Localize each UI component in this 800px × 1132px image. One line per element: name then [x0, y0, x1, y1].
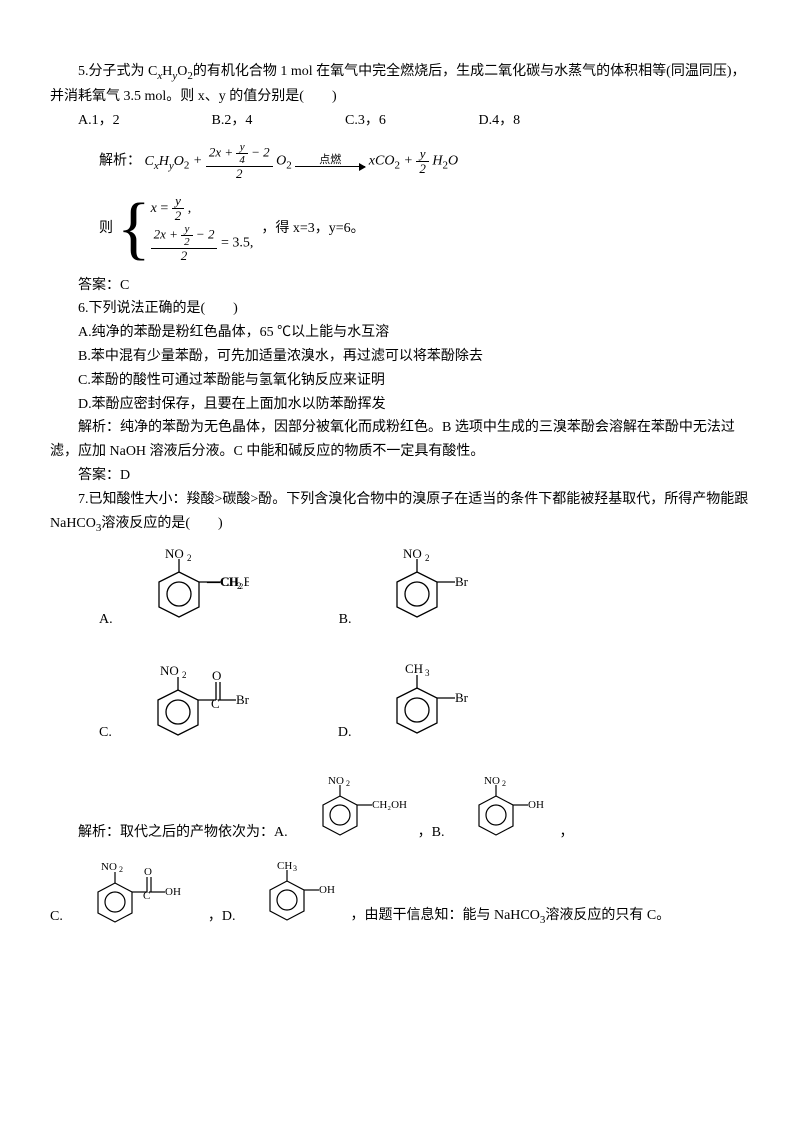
- ans-label: 答案：: [78, 278, 120, 293]
- svg-text:3: 3: [293, 864, 297, 873]
- svg-text:O: O: [144, 866, 152, 878]
- q6-answer: 答案：D: [50, 464, 750, 488]
- svg-text:2: 2: [187, 553, 192, 563]
- q5-equation: 解析： CxHyO2 + 2x + y4 − 22 O2 点燃 xCO2 + y…: [50, 141, 750, 181]
- svg-text:NO: NO: [484, 775, 500, 787]
- svg-text:CH₂OH: CH₂OH: [372, 799, 407, 811]
- q7-analysis-1: 解析：取代之后的产物依次为：A. NO2 CH₂OH ，B. NO2 OH ，: [50, 773, 750, 853]
- svg-text:C: C: [143, 890, 150, 902]
- svg-text:CH: CH: [405, 661, 423, 676]
- q7-analysis-end: ，由题干信息知：能与 NaHCO3溶液反应的只有 C。: [350, 904, 670, 937]
- svg-text:3: 3: [425, 668, 430, 678]
- analysis-label: 解析：: [99, 154, 141, 169]
- ans-label: 答案：: [78, 468, 120, 483]
- svg-text:2: 2: [182, 670, 187, 680]
- q6-opt-b: B.苯中混有少量苯酚，可先加适量浓溴水，再过滤可以将苯酚除去: [50, 345, 750, 369]
- q5-answer: 答案：C: [50, 274, 750, 298]
- q7-stem: 7.已知酸性大小：羧酸>碳酸>酚。下列含溴化合物中的溴原子在适当的条件下都能被羟…: [50, 488, 750, 537]
- t: 溶液反应的只有 C。: [545, 908, 670, 923]
- q6-analysis: 解析：纯净的苯酚为无色晶体，因部分被氧化而成粉红色。B 选项中生成的三溴苯酚会溶…: [50, 416, 750, 464]
- q6-opt-d: D.苯酚应密封保存，且要在上面加水以防苯酚挥发: [50, 393, 750, 417]
- q5-opt-b: B.2，4: [212, 109, 342, 133]
- molecule-a-icon: NO2 —CH2 CH₂Br: [129, 547, 249, 642]
- molecule-c-oh-icon: NO2 O C OH: [73, 857, 198, 937]
- t: ，D.: [208, 905, 236, 937]
- q7-row-cd: C. NO2 O C Br D. CH3 Br: [50, 660, 750, 755]
- q5-opt-c: C.3，6: [345, 109, 475, 133]
- molecule-b-oh-icon: NO2 OH: [454, 773, 549, 853]
- then-label: 则: [99, 190, 117, 268]
- svg-text:2: 2: [502, 779, 506, 788]
- t: ，: [559, 821, 573, 853]
- svg-text:CH: CH: [277, 860, 292, 872]
- q6-opt-c: C.苯酚的酸性可通过苯酚能与氢氧化钠反应来证明: [50, 369, 750, 393]
- svg-text:Br: Br: [236, 692, 250, 707]
- q7-row-ab: A. NO2 —CH2 CH₂Br B. NO2 Br: [50, 547, 750, 642]
- ans-val: C: [120, 278, 129, 293]
- q7-label-d: D.: [338, 721, 352, 755]
- svg-text:2: 2: [425, 553, 430, 563]
- svg-text:2: 2: [119, 865, 123, 874]
- q5-opt-a: A.1，2: [78, 109, 208, 133]
- q7-label-b: B.: [339, 608, 352, 642]
- q5-opt-d: D.4，8: [479, 109, 609, 133]
- t: ，由题干信息知：能与 NaHCO: [350, 908, 539, 923]
- svg-text:NO: NO: [328, 775, 344, 787]
- svg-text:OH: OH: [319, 884, 335, 896]
- q5-options: A.1，2 B.2，4 C.3，6 D.4，8: [50, 109, 750, 133]
- t: ，B.: [418, 821, 445, 853]
- molecule-a-oh-icon: NO2 CH₂OH: [298, 773, 408, 853]
- svg-text:NO: NO: [165, 547, 184, 561]
- svg-text:O: O: [212, 668, 221, 683]
- q6-opt-a: A.纯净的苯酚是粉红色晶体，65 ℃以上能与水互溶: [50, 321, 750, 345]
- svg-text:Br: Br: [455, 574, 469, 589]
- q5-system: 则 { x = y2 , 2x + y2 − 2 2 = 3.5, ，得 x=3…: [50, 190, 750, 268]
- molecule-b-icon: NO2 Br: [367, 547, 477, 642]
- q5-stem: 5.分子式为 CxHyO2的有机化合物 1 mol 在氧气中完全燃烧后，生成二氧…: [50, 60, 750, 109]
- arrow-label: 点燃: [295, 155, 365, 166]
- t: H: [162, 64, 172, 79]
- q5-result: ，得 x=3，y=6。: [253, 190, 364, 268]
- t: O: [177, 64, 187, 79]
- svg-text:C: C: [211, 696, 220, 711]
- q7-analysis-2: C. NO2 O C OH ，D. CH3: [50, 857, 750, 937]
- t: 5.分子式为 C: [78, 64, 157, 79]
- svg-text:2: 2: [346, 779, 350, 788]
- q6-stem: 6.下列说法正确的是( ): [50, 297, 750, 321]
- ans-val: D: [120, 468, 130, 483]
- svg-text:NO: NO: [403, 547, 422, 561]
- molecule-c-icon: NO2 O C Br: [128, 660, 268, 755]
- q7-label-a: A.: [99, 608, 113, 642]
- molecule-d-icon: CH3 Br: [367, 660, 477, 755]
- svg-text:OH: OH: [165, 886, 181, 898]
- molecule-d-oh-icon: CH3 OH: [245, 857, 340, 937]
- svg-text:NO: NO: [160, 663, 179, 678]
- svg-text:NO: NO: [101, 861, 117, 873]
- t: C.: [50, 905, 63, 937]
- q7-label-c: C.: [99, 721, 112, 755]
- t: 溶液反应的是( ): [101, 516, 222, 531]
- svg-text:OH: OH: [528, 799, 544, 811]
- svg-text:CH₂Br: CH₂Br: [221, 574, 249, 589]
- t: 解析：取代之后的产物依次为：A.: [78, 821, 288, 853]
- svg-text:Br: Br: [455, 690, 469, 705]
